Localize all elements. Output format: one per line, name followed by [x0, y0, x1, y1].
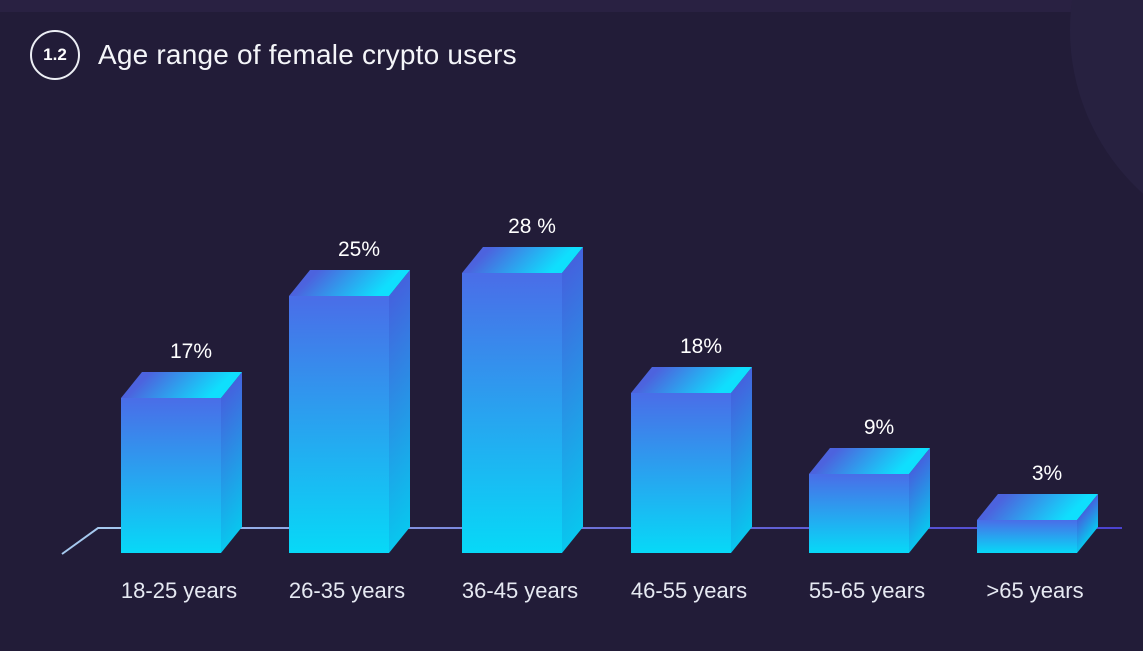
- bar-side-face: [221, 371, 242, 553]
- bar-category-label: 46-55 years: [630, 578, 748, 603]
- bar-side-face: [389, 269, 410, 553]
- bar-top-face: [977, 494, 1098, 520]
- x-axis-baseline: [98, 527, 1122, 529]
- bar-front-face: [977, 520, 1077, 553]
- bar-front-face: [462, 273, 562, 553]
- bar-top-face: [289, 270, 410, 296]
- bar-value-label: 28 %: [508, 215, 556, 238]
- bar-side-face: [731, 366, 752, 553]
- bar-category-label: >65 years: [986, 578, 1084, 603]
- chart-header: 1.2 Age range of female crypto users: [30, 30, 517, 80]
- chart-title: Age range of female crypto users: [98, 39, 517, 70]
- bar-value-label: 25%: [337, 238, 381, 261]
- bar-front-face: [631, 393, 731, 553]
- bar-side-face: [562, 246, 583, 553]
- bar-top-face: [809, 448, 930, 474]
- bar-category-label: 18-25 years: [120, 578, 238, 603]
- section-number: 1.2: [43, 45, 67, 64]
- bar-value-label: 18%: [679, 335, 723, 358]
- bar-top-face: [121, 372, 242, 398]
- bar-category-label: 26-35 years: [288, 578, 406, 603]
- bar-value-label: 3%: [1031, 462, 1063, 485]
- bar-top-face: [631, 367, 752, 393]
- bar-category-label: 55-65 years: [808, 578, 926, 603]
- bar-front-face: [121, 398, 221, 553]
- bar-front-face: [289, 296, 389, 553]
- top-divider-strip: [0, 0, 1143, 12]
- bar-top-face: [462, 247, 583, 273]
- bar-value-label: 17%: [169, 340, 213, 363]
- bar-value-label: 9%: [863, 416, 895, 439]
- bar-front-face: [809, 474, 909, 553]
- bar-category-label: 36-45 years: [461, 578, 579, 603]
- section-number-badge: 1.2: [30, 30, 80, 80]
